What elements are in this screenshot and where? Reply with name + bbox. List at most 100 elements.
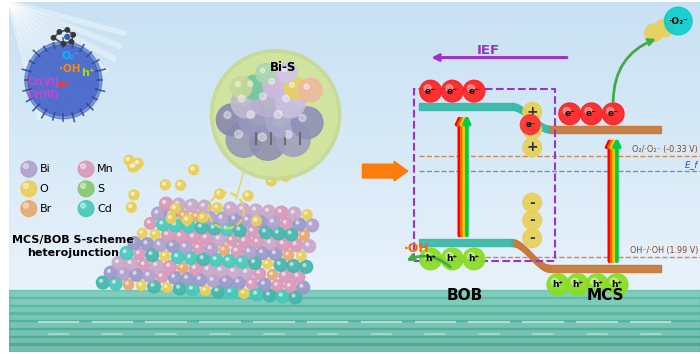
Circle shape <box>203 288 205 290</box>
Circle shape <box>224 226 227 229</box>
Circle shape <box>169 219 182 232</box>
Circle shape <box>21 181 36 197</box>
Circle shape <box>585 107 592 114</box>
Circle shape <box>180 265 183 268</box>
Circle shape <box>21 161 36 177</box>
Bar <box>9 159 700 168</box>
Circle shape <box>150 259 164 272</box>
Circle shape <box>245 217 248 220</box>
Circle shape <box>231 245 243 257</box>
Circle shape <box>239 259 241 262</box>
Circle shape <box>256 247 270 259</box>
Text: h⁺: h⁺ <box>81 68 95 78</box>
Circle shape <box>71 33 76 37</box>
Circle shape <box>288 284 290 286</box>
Circle shape <box>80 203 85 208</box>
Circle shape <box>468 85 475 92</box>
Bar <box>9 336 700 345</box>
Circle shape <box>176 285 179 288</box>
Circle shape <box>226 122 262 157</box>
Bar <box>9 71 700 81</box>
Circle shape <box>181 272 194 285</box>
Text: e⁻: e⁻ <box>57 80 71 90</box>
Text: h⁺: h⁺ <box>552 280 564 289</box>
Circle shape <box>282 67 286 72</box>
Circle shape <box>160 251 170 261</box>
Circle shape <box>130 161 139 171</box>
Circle shape <box>186 223 188 226</box>
Circle shape <box>281 171 290 181</box>
Circle shape <box>194 214 196 216</box>
Circle shape <box>293 242 296 245</box>
Bar <box>9 343 700 352</box>
Circle shape <box>183 215 193 225</box>
Circle shape <box>236 279 239 282</box>
Bar <box>9 62 700 72</box>
Circle shape <box>186 199 198 212</box>
Circle shape <box>306 243 309 246</box>
Text: ·OH: ·OH <box>60 64 81 74</box>
Circle shape <box>135 161 139 164</box>
Text: Mn: Mn <box>97 164 113 174</box>
Circle shape <box>296 251 306 261</box>
Bar <box>9 141 700 151</box>
Circle shape <box>284 173 286 177</box>
Circle shape <box>249 281 251 283</box>
Circle shape <box>520 115 540 135</box>
Circle shape <box>420 248 442 270</box>
Circle shape <box>607 107 614 114</box>
Circle shape <box>208 246 211 249</box>
Circle shape <box>523 211 542 230</box>
Bar <box>9 228 700 238</box>
Circle shape <box>212 285 225 298</box>
Circle shape <box>197 276 200 279</box>
Text: h⁺: h⁺ <box>592 280 603 289</box>
Circle shape <box>270 219 273 222</box>
Circle shape <box>254 215 267 228</box>
Circle shape <box>523 138 542 157</box>
Circle shape <box>236 256 248 268</box>
Circle shape <box>196 245 198 248</box>
Circle shape <box>159 274 162 276</box>
Circle shape <box>552 278 559 285</box>
Circle shape <box>292 294 295 297</box>
Text: Br: Br <box>40 204 52 213</box>
Bar <box>9 333 700 343</box>
Circle shape <box>160 180 170 190</box>
Circle shape <box>174 230 187 242</box>
Circle shape <box>144 241 147 244</box>
Circle shape <box>262 281 265 284</box>
Circle shape <box>203 235 206 238</box>
Circle shape <box>306 219 318 232</box>
Circle shape <box>276 290 289 303</box>
Circle shape <box>275 206 288 219</box>
Circle shape <box>198 213 208 223</box>
Circle shape <box>276 88 305 118</box>
Circle shape <box>207 274 220 287</box>
Circle shape <box>231 269 234 272</box>
Circle shape <box>241 291 244 293</box>
Bar <box>9 290 700 299</box>
Circle shape <box>664 7 692 35</box>
Circle shape <box>262 72 288 98</box>
Circle shape <box>23 164 28 169</box>
Circle shape <box>201 286 210 295</box>
Bar <box>9 10 700 20</box>
Circle shape <box>197 252 210 266</box>
Circle shape <box>131 240 134 243</box>
Bar <box>9 88 700 98</box>
Circle shape <box>302 210 312 219</box>
Circle shape <box>61 41 66 46</box>
Circle shape <box>220 275 232 288</box>
Circle shape <box>291 107 323 138</box>
Circle shape <box>164 261 176 273</box>
Circle shape <box>244 269 246 272</box>
Text: e⁻: e⁻ <box>525 120 536 129</box>
Bar <box>9 237 700 247</box>
Circle shape <box>282 273 285 275</box>
Circle shape <box>136 251 139 254</box>
Circle shape <box>244 246 256 258</box>
Circle shape <box>215 264 228 277</box>
Circle shape <box>167 264 169 267</box>
Circle shape <box>156 271 168 282</box>
